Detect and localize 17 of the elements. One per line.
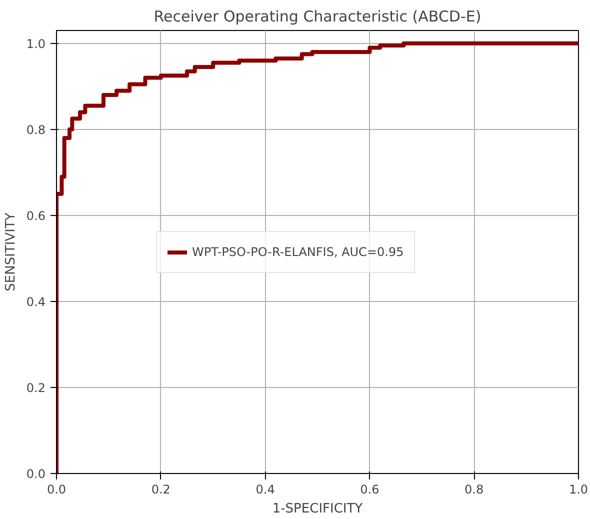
x-tick-label: 1.0 — [568, 482, 588, 496]
y-tick-label: 0.0 — [26, 467, 46, 481]
line-series — [56, 41, 578, 474]
y-tick-label: 0.8 — [26, 122, 46, 137]
legend-label: WPT-PSO-PO-R-ELANFIS, AUC=0.95 — [192, 245, 404, 259]
x-tick-label: 0.2 — [151, 482, 170, 496]
x-axis-title: 1-SPECIFICITY — [272, 502, 363, 516]
y-tick-label: 0.4 — [26, 294, 46, 309]
y-tick-label: 0.2 — [26, 380, 46, 395]
y-tick-label: 0.6 — [26, 208, 46, 223]
x-tick-label: 0.8 — [464, 482, 484, 496]
y-axis-title: SENSITIVITY — [3, 212, 18, 292]
y-tick-label: 1.0 — [26, 36, 46, 51]
x-tick-label: 0.0 — [46, 482, 66, 496]
x-tick-label: 0.6 — [360, 482, 380, 496]
x-tick-label: 0.4 — [256, 482, 275, 496]
chart-title: Receiver Operating Characteristic (ABCD-E) — [154, 8, 482, 26]
